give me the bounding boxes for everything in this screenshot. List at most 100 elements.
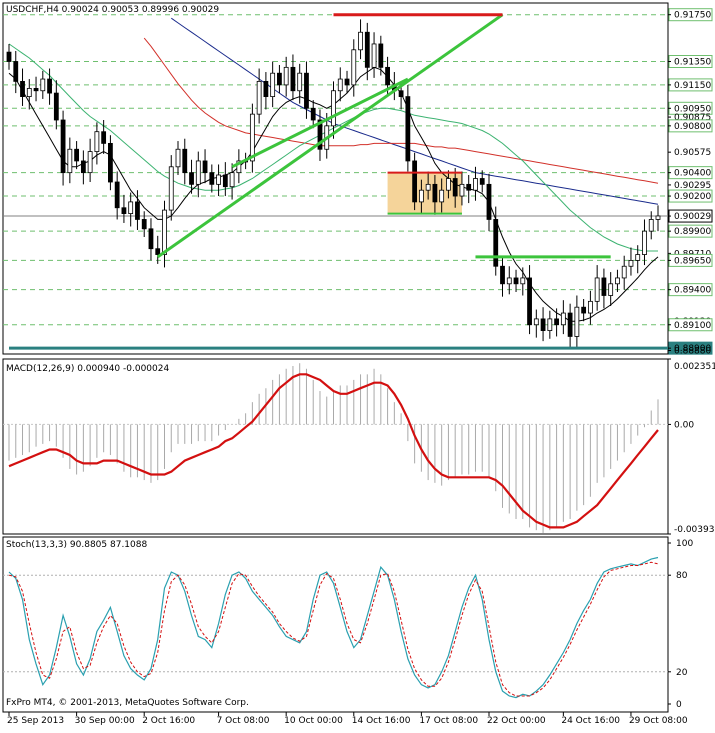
candle-body [277,72,282,86]
candle-body [648,219,654,232]
candle-body [87,151,93,174]
candle-body [121,207,127,214]
candle-body [148,228,154,250]
x-tick-label: 17 Oct 08:00 [419,716,478,726]
macd-y-tick-label: -0.003938 [674,525,715,535]
y-tick-label: 0.91150 [674,81,711,91]
x-tick-label: 2 Oct 16:00 [142,716,195,726]
candle-body [270,72,276,97]
candle-body [344,78,350,86]
y-tick-label: 0.90295 [674,181,711,191]
candle-body [479,178,485,185]
y-tick-label: 0.91750 [674,11,711,21]
x-tick-label: 29 Oct 08:00 [629,716,688,726]
candle-body [13,61,19,82]
stoch-signal-line [8,561,659,697]
candle-body [189,172,194,185]
candle-body [642,230,647,255]
candle-body [358,31,363,51]
x-tick-label: 24 Oct 16:00 [561,716,620,726]
candle-body [108,142,113,183]
candle-body [364,31,370,68]
candle-body [128,201,134,214]
y-tick-label: 0.90875 [674,113,711,123]
candle-body [53,92,59,121]
candle-body [594,277,600,302]
candle-body [439,189,445,203]
stoch-pane-frame [2,536,669,713]
candle-body [94,131,100,152]
candle-body [182,148,188,174]
candle-body [615,277,620,285]
candle-body [331,90,336,127]
candle-body [155,248,161,255]
footer-copyright: FxPro MT4, © 2001-2013, MetaQuotes Softw… [6,698,249,708]
candle-body [26,88,32,98]
candle-body [222,174,228,188]
candle-body [527,277,532,326]
y-tick-label: 0.90800 [674,122,711,132]
candle-body [459,183,465,197]
candle-body [405,96,411,162]
candle-body [202,160,208,174]
candle-body [385,66,390,86]
candle-body [249,113,255,162]
candle-body [446,178,451,191]
main-pane-frame [2,2,669,355]
candle-body [635,254,641,261]
candle-body [486,183,492,220]
candle-body [256,80,262,115]
candle-body [229,172,235,188]
y-tick-label: 0.89400 [674,286,711,296]
y-tick-label: 0.90400 [674,169,711,179]
candle-body [533,318,539,326]
candle-body [601,277,607,296]
candle-body [263,80,269,97]
candle-body [114,181,120,209]
ma-red-line [143,37,659,184]
macd-y-tick-label: 0.00 [674,420,694,430]
stoch-y-tick-label: 100 [676,539,693,549]
candle-body [47,78,52,94]
candle-body [608,283,614,296]
y-tick-label: 0.89100 [674,321,711,331]
macd-signal-line [8,373,659,529]
candle-body [506,277,512,285]
y-tick-label: 0.89900 [674,227,711,237]
stoch-title: Stoch(13,3,3) 90.8805 87.1088 [6,540,147,550]
x-tick-label: 25 Sep 2013 [7,716,64,726]
y-tick-label: 0.90950 [674,104,711,114]
candle-body [554,318,559,326]
candle-body [310,107,316,121]
candle-body [520,277,526,285]
candle-body [655,215,661,220]
candle-body [162,209,167,255]
candle-body [412,160,418,203]
y-tick-label: 0.89650 [674,256,711,266]
main-chart-title: USDCHF,H4 0.90024 0.90053 0.89996 0.9002… [6,5,219,15]
candle-body [493,219,499,267]
candle-body [67,148,73,174]
candle-body [168,166,174,211]
candle-body [80,160,86,174]
candle-body [473,178,478,191]
candle-body [20,80,25,97]
candle-body [135,201,140,220]
candle-body [304,72,309,109]
candle-body [195,160,201,185]
x-tick-label: 7 Oct 08:00 [217,716,270,726]
candle-body [236,160,242,174]
candle-body [101,131,107,144]
x-tick-label: 30 Sep 00:00 [75,716,135,726]
stoch-y-tick-label: 0 [676,700,682,710]
candle-body [74,148,80,162]
candle-body [40,78,46,92]
candle-body [317,119,323,150]
x-tick-label: 14 Oct 16:00 [352,716,411,726]
candle-body [425,183,431,191]
macd-pane-frame [2,358,669,535]
y-tick-label: 0.90029 [674,212,711,222]
candle-body [567,312,573,337]
candle-body [621,265,627,279]
